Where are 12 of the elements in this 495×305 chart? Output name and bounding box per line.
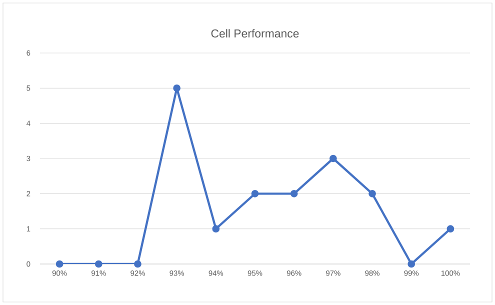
point — [134, 260, 142, 268]
point — [251, 190, 259, 198]
point — [94, 260, 102, 268]
point — [173, 84, 181, 92]
point — [446, 225, 454, 233]
point — [290, 190, 298, 198]
chart-title: Cell Performance — [211, 29, 299, 38]
point — [212, 225, 220, 233]
point — [330, 154, 337, 162]
point — [368, 190, 376, 198]
point — [408, 260, 416, 268]
point — [56, 260, 64, 268]
